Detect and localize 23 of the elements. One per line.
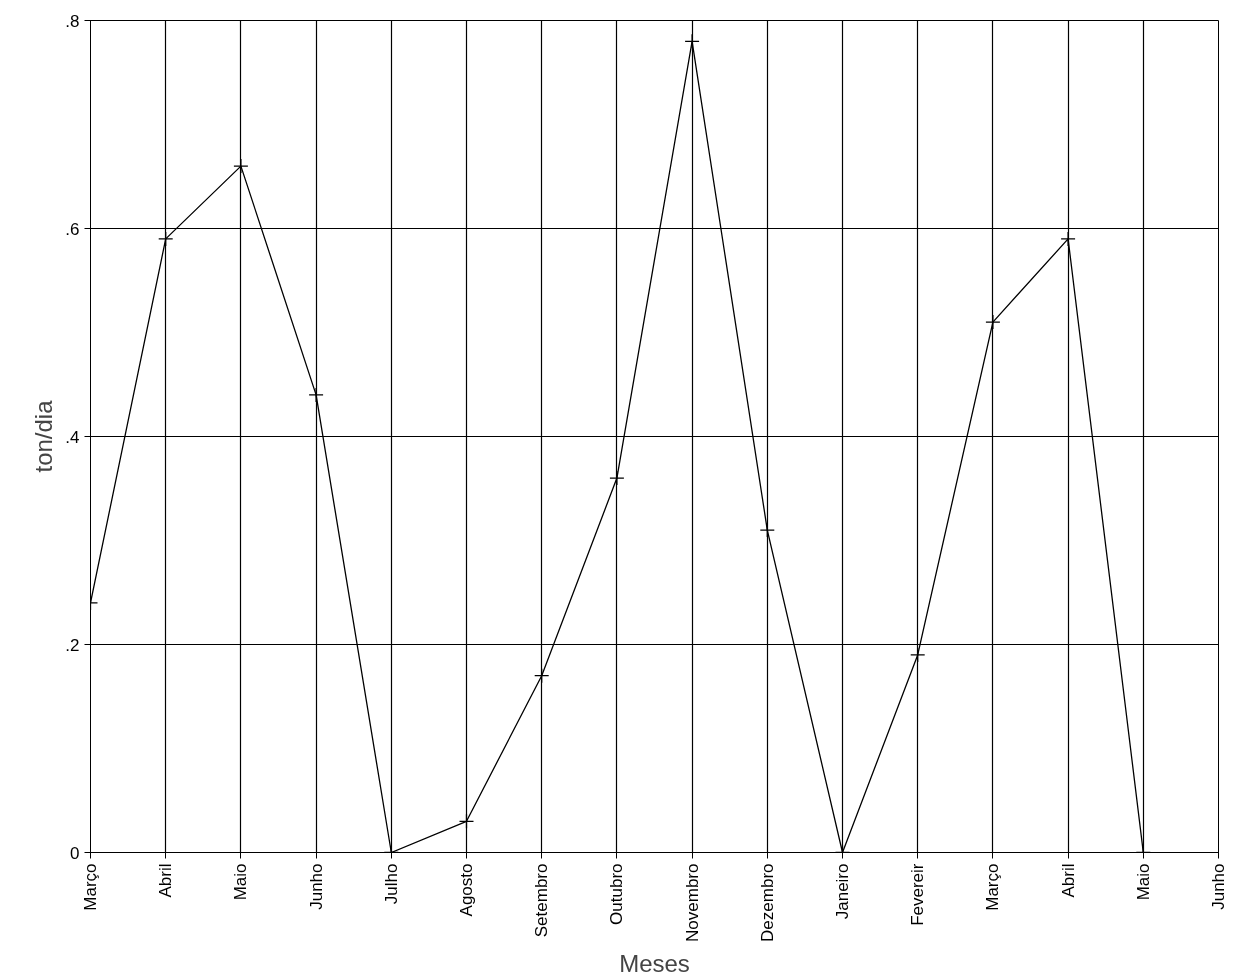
x-tick-label: Janeiro (833, 863, 852, 920)
x-tick-label: Agosto (457, 863, 476, 917)
x-tick-label: Julho (381, 863, 401, 905)
x-tick-label: Junho (306, 863, 326, 910)
x-tick-label: Março (81, 863, 100, 911)
x-tick-label: Abril (1058, 863, 1078, 898)
x-tick-label: Abril (156, 863, 176, 898)
x-tick-label: Maio (1133, 863, 1153, 901)
x-tick-label: Novembro (682, 863, 702, 942)
y-tick-label: .2 (65, 635, 80, 655)
y-tick-label: .8 (65, 11, 80, 31)
x-tick-label: Maio (231, 863, 251, 901)
x-tick-label: Fevereir (908, 863, 928, 926)
x-tick-label: Outubro (607, 863, 627, 925)
x-tick-label: Março (983, 863, 1003, 911)
y-axis-title: ton/dia (30, 399, 58, 473)
y-tick-label: .4 (65, 427, 80, 447)
x-tick-label: Setembro (532, 863, 552, 938)
x-tick-label: Junho (1209, 863, 1228, 910)
y-tick-label: .6 (65, 219, 80, 239)
x-axis-title: Meses (619, 949, 690, 977)
y-tick-label: 0 (70, 843, 80, 863)
x-tick-label: Dezembro (757, 863, 777, 942)
